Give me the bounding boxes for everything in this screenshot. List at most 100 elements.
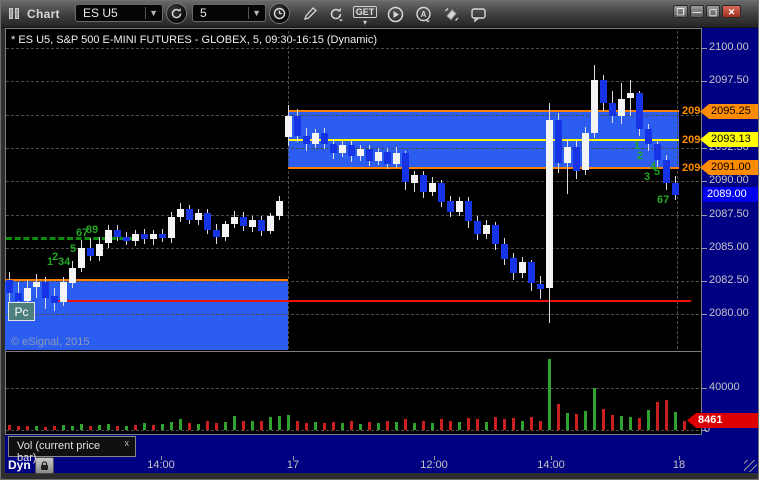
title-bar[interactable]: Chart ES U5 ▼ 5 ▼	[1, 1, 758, 28]
level-line-orange	[288, 110, 679, 112]
volume-bar	[170, 422, 173, 430]
maximize-button[interactable]: ▢	[706, 5, 720, 18]
play-button[interactable]	[384, 4, 406, 24]
volume-bar	[332, 422, 335, 430]
volume-bar	[197, 424, 200, 430]
resize-grip[interactable]	[744, 460, 757, 472]
candle-body	[96, 244, 103, 256]
reload-chart-button[interactable]	[325, 4, 347, 24]
candle-body	[663, 160, 670, 183]
candle-body	[357, 149, 364, 156]
volume-flag-label: 8461	[687, 413, 758, 428]
tab-close-icon[interactable]: x	[124, 438, 130, 448]
volume-bar	[584, 411, 587, 430]
line-price-fragment: 2093.13	[682, 134, 701, 146]
candle-body	[294, 116, 301, 136]
line-price-fragment: 2091.00	[682, 162, 701, 174]
candle-body	[447, 201, 454, 212]
volume-bar	[413, 423, 416, 430]
volume-bar	[350, 421, 353, 430]
price-tick	[701, 81, 707, 82]
volume-bar	[233, 416, 236, 430]
gridline-horizontal	[6, 314, 699, 315]
price-axis-pane[interactable]	[701, 28, 758, 473]
time-axis-label: 14:00	[537, 459, 565, 471]
candle-body	[582, 133, 589, 170]
clock-icon	[273, 7, 286, 20]
candle-body	[618, 99, 625, 116]
volume-bar	[305, 423, 308, 430]
close-button[interactable]: ✕	[722, 5, 741, 18]
time-template-button[interactable]	[269, 3, 290, 24]
interval-combobox[interactable]: 5 ▼	[192, 4, 266, 22]
popout-window-button[interactable]: ❐	[673, 5, 688, 18]
candle-body	[303, 136, 310, 144]
tab-volume-study[interactable]: Vol (current price bar) x	[8, 436, 136, 464]
volume-bar	[143, 423, 146, 430]
volume-bar	[494, 417, 497, 430]
candle-body	[609, 103, 616, 116]
price-axis-label: 2087.50	[709, 208, 749, 220]
price-tick	[701, 215, 707, 216]
gridline-horizontal	[6, 215, 699, 216]
get-data-button[interactable]: GET ▾	[352, 5, 378, 27]
candle-body	[123, 237, 130, 241]
draw-tool-button[interactable]	[299, 4, 321, 24]
dyn-mode-button[interactable]: Dyn	[8, 458, 31, 472]
minimize-button[interactable]: —	[690, 5, 704, 18]
volume-canvas[interactable]	[5, 352, 701, 434]
gridline-horizontal	[6, 248, 699, 249]
gridline-horizontal	[6, 281, 699, 282]
trade-annotation: 2	[637, 150, 644, 162]
price-axis-label: 2097.50	[709, 74, 749, 86]
eraser-tool-button[interactable]	[440, 4, 462, 24]
candle-body	[420, 175, 427, 192]
price-tick	[701, 48, 707, 49]
candle-body	[60, 282, 67, 302]
volume-bar	[638, 418, 641, 430]
candle-body	[339, 145, 346, 153]
combo-divider	[248, 7, 250, 19]
speech-bubble-icon	[471, 7, 486, 23]
candle-body	[258, 220, 265, 231]
candle-body	[636, 93, 643, 129]
symbol-refresh-button[interactable]	[166, 3, 187, 24]
pc-study-badge[interactable]: Pc	[8, 302, 35, 321]
volume-bar	[152, 425, 155, 430]
volume-bar	[179, 419, 182, 430]
volume-bar	[323, 423, 326, 430]
volume-tick	[701, 430, 707, 431]
lock-scale-button[interactable]	[35, 457, 54, 474]
volume-bar	[683, 421, 686, 430]
candle-body	[186, 209, 193, 220]
auto-analysis-button[interactable]: A	[412, 4, 434, 24]
volume-bar	[53, 426, 56, 430]
candle-body	[402, 153, 409, 182]
volume-bar	[539, 421, 542, 430]
comment-button[interactable]	[468, 4, 490, 24]
pencil-icon	[303, 7, 317, 20]
candle-body	[51, 296, 58, 303]
candle-body	[456, 201, 463, 212]
candle-body	[114, 230, 121, 237]
time-tick	[293, 456, 294, 460]
candle-body	[393, 153, 400, 164]
symbol-combobox[interactable]: ES U5 ▼	[75, 4, 163, 22]
chevron-down-icon[interactable]: ▼	[252, 8, 261, 18]
volume-axis-label: 0	[704, 423, 711, 435]
volume-bar	[521, 421, 524, 430]
chevron-down-icon[interactable]: ▼	[149, 8, 158, 18]
volume-bar	[71, 426, 74, 430]
candle-body	[537, 284, 544, 289]
volume-bar	[467, 418, 470, 430]
refresh-icon	[171, 8, 182, 19]
volume-bar	[395, 422, 398, 430]
price-axis-label: 2100.00	[709, 41, 749, 53]
candle-body	[348, 145, 355, 156]
candle-body	[519, 262, 526, 273]
volume-bar	[260, 421, 263, 430]
combo-divider	[145, 7, 147, 19]
candle-body	[132, 234, 139, 241]
reload-icon	[330, 8, 343, 22]
